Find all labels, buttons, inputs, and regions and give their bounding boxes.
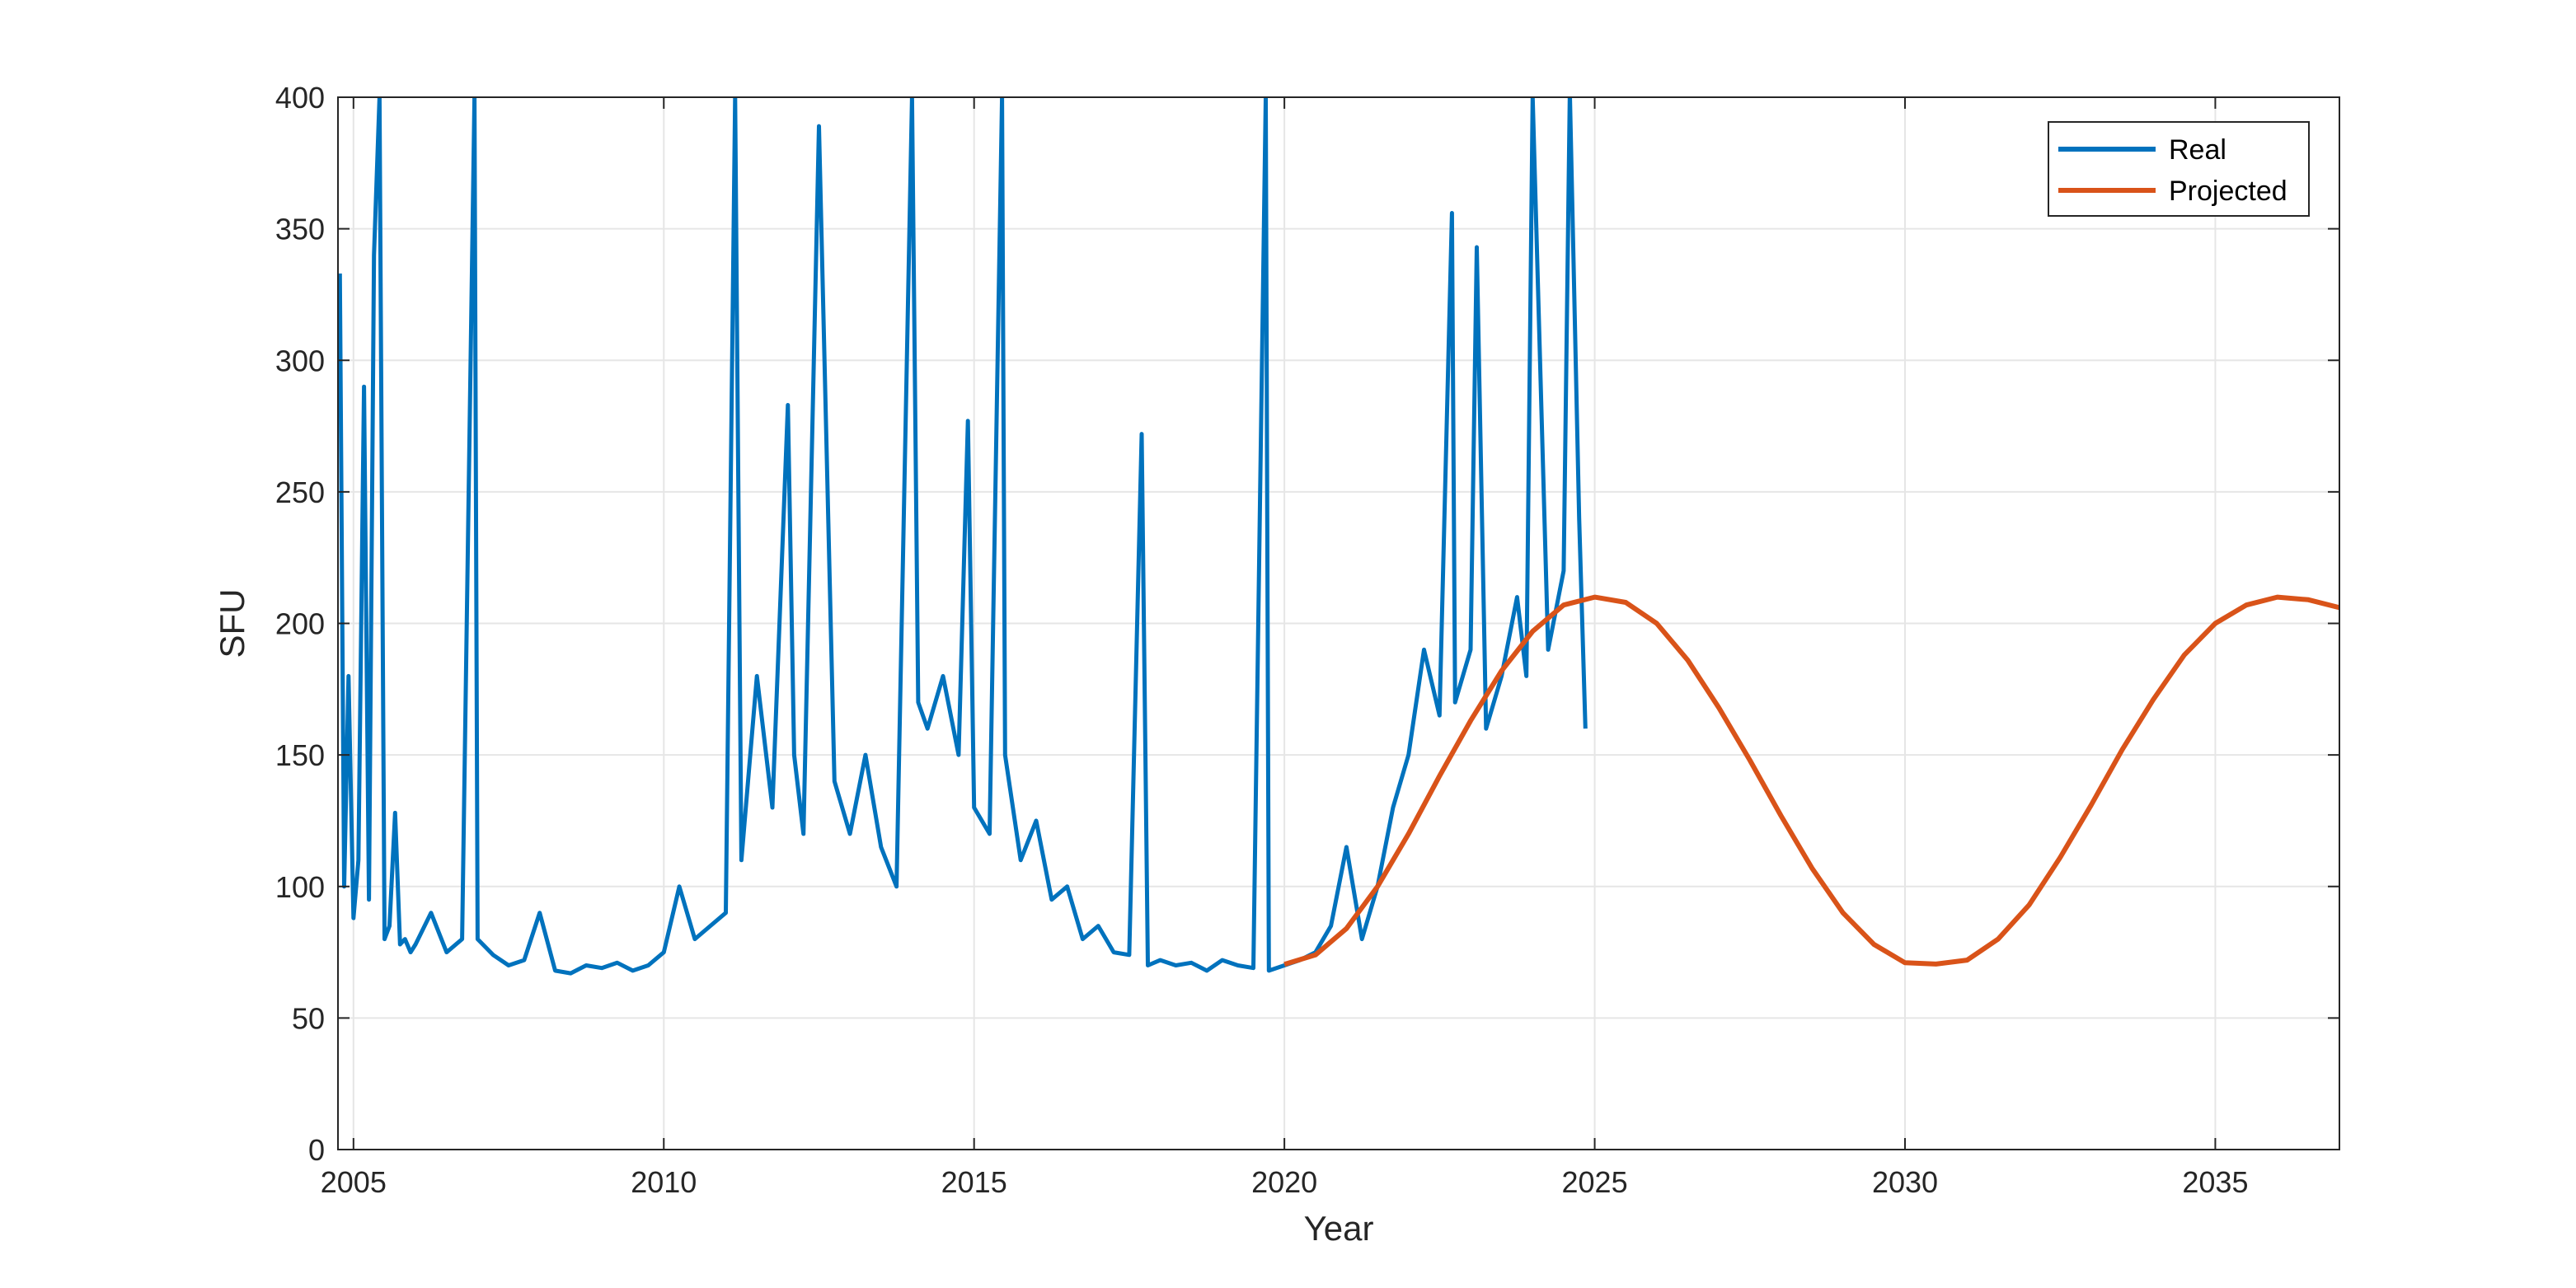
y-tick-label: 150 [275, 738, 325, 772]
plot-area [338, 97, 2339, 976]
series-projected-line [1283, 594, 2339, 967]
y-tick-label: 350 [275, 213, 325, 246]
y-tick-label: 100 [275, 870, 325, 904]
series-real-line [338, 97, 1588, 976]
y-tick-label: 400 [275, 81, 325, 115]
y-tick-label: 50 [292, 1001, 325, 1035]
x-tick-label: 2025 [1562, 1165, 1628, 1199]
x-tick-label: 2005 [321, 1165, 387, 1199]
y-tick-label: 250 [275, 475, 325, 509]
x-tick-label: 2030 [1872, 1165, 1938, 1199]
y-tick-label: 200 [275, 607, 325, 641]
x-tick-label: 2020 [1251, 1165, 1317, 1199]
y-tick-label: 300 [275, 344, 325, 377]
x-axis-label: Year [1304, 1209, 1374, 1248]
x-tick-label: 2035 [2182, 1165, 2248, 1199]
y-axis-label: SFU [213, 589, 251, 658]
legend-label-real: Real [2169, 134, 2226, 166]
legend-box [2048, 121, 2310, 217]
x-tick-label: 2015 [941, 1165, 1007, 1199]
y-tick-label: 0 [308, 1133, 325, 1167]
axis-ticks: 2005 2010 2015 2020 2025 2030 2035 0 50 100 150 200… [275, 81, 2339, 1199]
x-tick-label: 2010 [631, 1165, 697, 1199]
legend-label-projected: Projected [2169, 176, 2287, 207]
legend: Real Projected [2048, 121, 2310, 217]
